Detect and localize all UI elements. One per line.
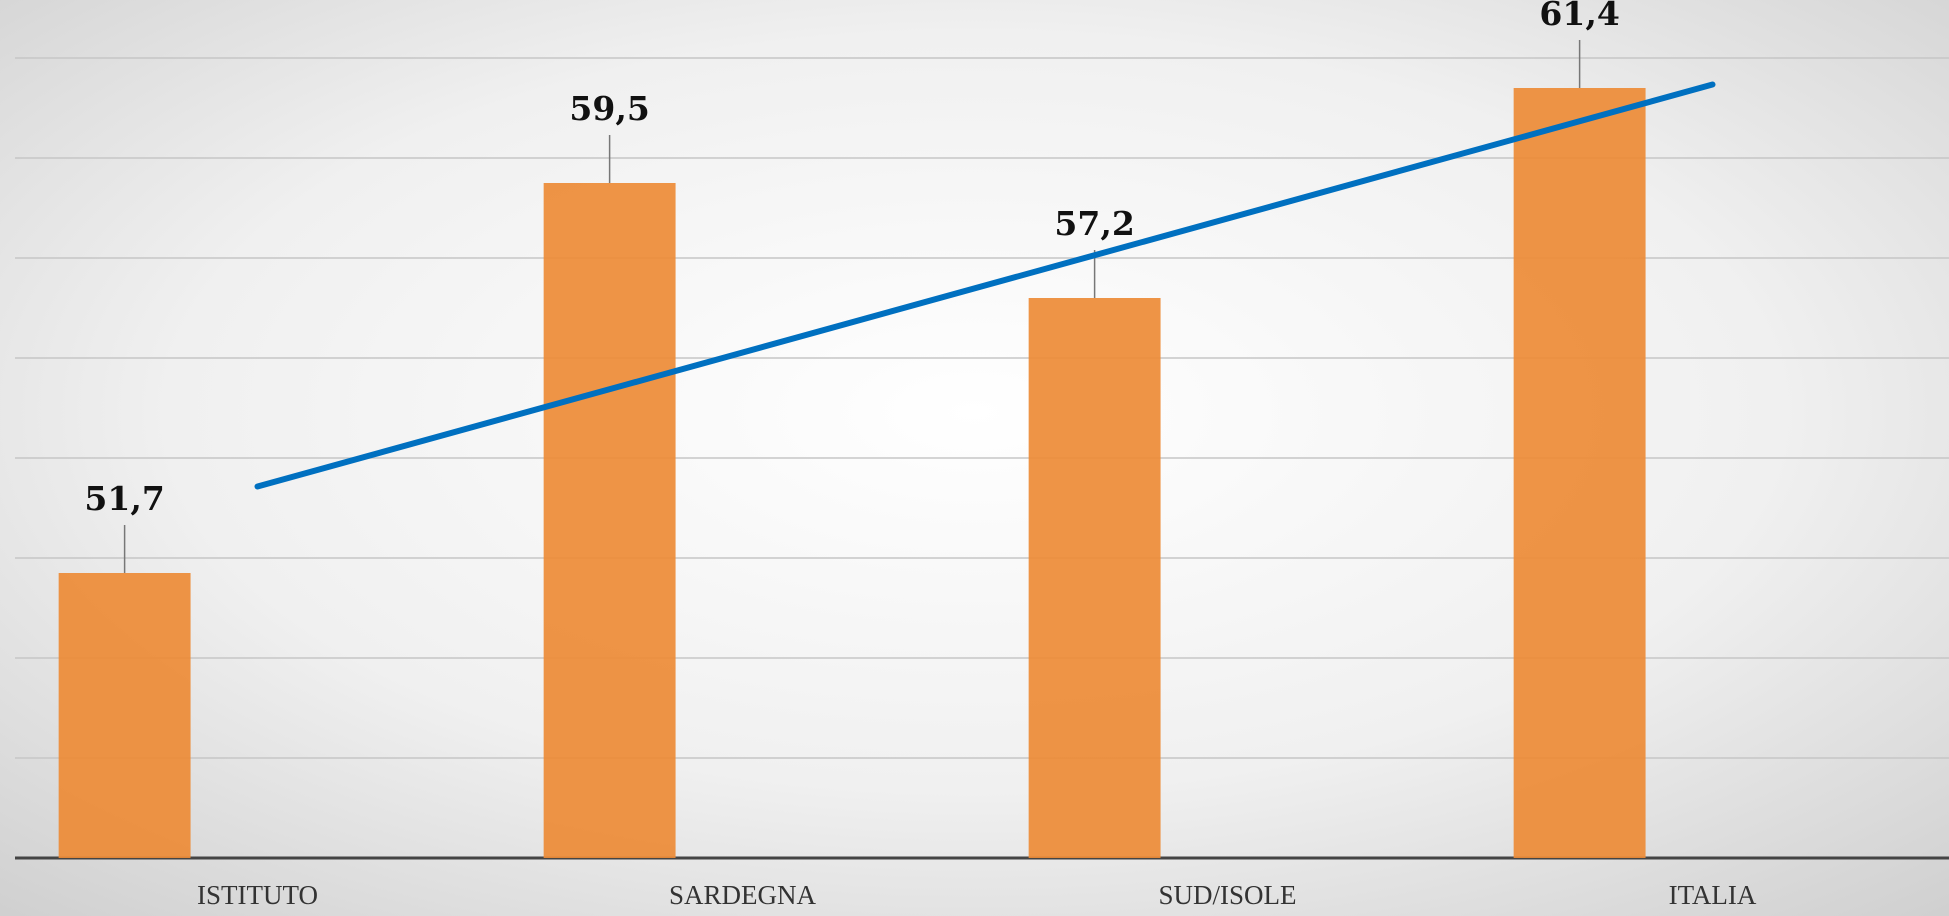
data-label: 51,7 xyxy=(84,479,164,518)
bar xyxy=(58,573,191,858)
trend-line xyxy=(254,81,1716,490)
x-tick-label: SUD/ISOLE xyxy=(1158,880,1296,910)
x-tick-label: ISTITUTO xyxy=(197,880,318,910)
data-label: 61,4 xyxy=(1539,0,1619,33)
data-label: 59,5 xyxy=(569,89,649,128)
data-label: 57,2 xyxy=(1054,204,1134,243)
bar xyxy=(1028,298,1161,858)
bar xyxy=(1513,88,1646,858)
bar xyxy=(543,183,676,858)
x-tick-label: SARDEGNA xyxy=(669,880,817,910)
x-tick-label: ITALIA xyxy=(1669,880,1757,910)
